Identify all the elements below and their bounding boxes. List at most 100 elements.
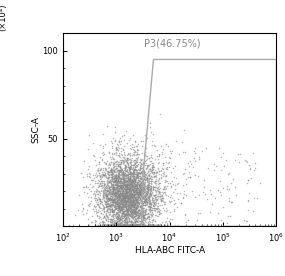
Point [123,186,128,190]
Point [131,182,136,186]
Point [114,176,119,180]
Point [129,195,134,199]
Point [108,222,112,227]
Point [108,219,113,223]
Point [123,171,128,176]
Point [100,222,105,227]
Point [125,161,129,165]
Point [131,214,136,218]
Point [101,149,105,154]
Point [94,207,98,211]
Point [133,156,138,160]
Point [153,208,157,212]
Point [105,176,110,181]
Point [156,196,160,200]
Point [79,171,83,175]
Point [98,174,103,178]
Point [131,180,135,184]
Point [134,198,139,202]
Point [93,158,97,162]
Point [110,209,114,214]
Point [117,187,121,192]
Point [118,222,122,227]
Point [128,186,133,191]
Point [119,208,124,213]
Point [152,206,156,210]
Point [147,196,152,201]
Point [114,222,119,227]
Point [127,194,131,199]
Point [121,188,125,193]
Point [129,204,134,208]
Point [145,201,149,205]
Point [115,202,119,206]
Point [141,182,145,187]
Point [114,214,118,219]
Point [105,204,109,209]
Point [127,175,132,179]
Point [121,222,125,227]
Point [117,222,121,227]
Point [104,203,108,207]
Point [181,182,185,187]
Point [139,176,143,180]
Point [136,180,141,184]
Point [138,194,143,198]
Point [107,196,112,200]
Point [118,195,122,199]
Point [105,202,109,206]
Point [101,173,105,177]
Point [124,182,128,186]
Point [146,222,150,227]
Point [136,178,140,182]
Point [107,203,111,207]
Point [242,217,247,222]
Point [129,202,134,206]
Point [120,222,125,227]
Point [128,182,133,187]
Point [142,132,147,137]
Point [114,195,119,200]
Point [130,215,134,219]
Point [136,184,141,188]
Point [105,183,110,187]
Point [124,182,129,187]
Point [133,210,138,214]
Point [102,182,107,186]
Point [163,166,168,170]
Point [156,167,160,171]
Point [127,200,131,205]
Point [115,187,120,191]
Point [127,168,131,173]
Point [122,182,127,187]
Point [128,210,133,215]
Point [123,163,128,168]
Point [117,189,121,193]
Point [117,178,122,182]
Point [136,180,140,185]
Point [143,203,148,207]
Point [142,188,147,192]
Point [127,222,132,227]
Point [146,222,151,227]
Point [122,222,127,227]
Point [89,189,94,193]
Point [115,189,119,193]
Point [116,205,121,210]
Point [134,192,139,197]
Point [138,196,142,200]
Point [142,222,146,227]
Point [114,222,118,227]
Point [131,163,136,168]
Point [114,178,119,183]
Point [71,222,75,227]
Point [138,166,142,171]
Point [109,160,114,164]
Point [113,161,118,166]
Point [131,198,136,203]
Point [132,202,137,206]
Point [164,219,168,224]
Point [120,191,125,196]
Point [108,188,113,192]
Point [118,190,123,195]
